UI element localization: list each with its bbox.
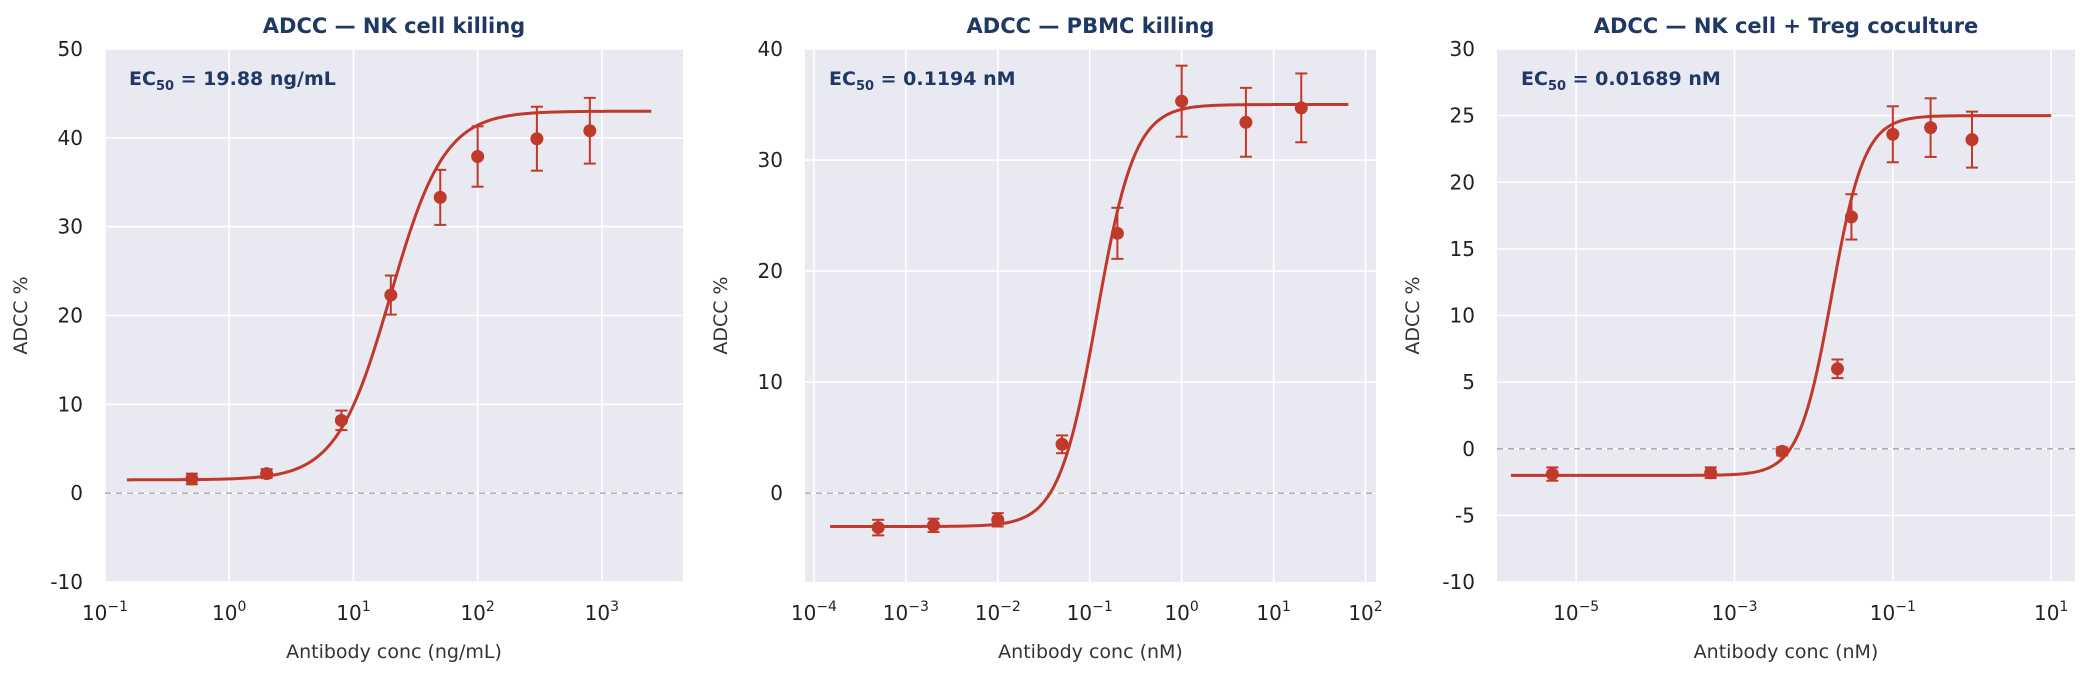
y-tick-label: 10 (58, 392, 83, 416)
x-axis-label: Antibody conc (ng/mL) (286, 641, 502, 663)
data-point (1294, 101, 1308, 115)
y-tick-label: 15 (1450, 237, 1475, 261)
chart-panel-1: -10 0 10 20 30 40 50 10−1 100 101 102 103 ADCC — NK … (10, 14, 683, 663)
x-tick-label: 101 (1256, 599, 1290, 625)
chart-title: ADCC — PBMC killing (967, 14, 1215, 38)
data-point (384, 288, 398, 302)
y-tick-label: 30 (58, 215, 83, 239)
y-tick-label: 0 (770, 481, 783, 505)
ec50-annotation: EC50 = 0.01689 nM (1521, 68, 1721, 94)
y-tick-label: 40 (758, 37, 783, 61)
data-point (530, 132, 544, 146)
x-tick-label: 102 (1348, 599, 1382, 625)
y-axis-label: ADCC % (710, 276, 732, 354)
y-tick-label: 40 (58, 126, 83, 150)
x-tick-label: 10−2 (975, 599, 1021, 625)
data-point (927, 518, 941, 532)
fitted-curve (830, 103, 1349, 528)
chart-panel-3: -10 -5 0 5 10 15 20 25 30 10−5 10−3 10−1 101 ADCC — N… (1402, 14, 2075, 663)
y-tick-label: 20 (758, 259, 783, 283)
x-tick-label: 10−1 (82, 599, 128, 625)
data-point (1830, 362, 1844, 376)
data-point (334, 413, 348, 427)
y-tick-label: 5 (1462, 370, 1475, 394)
y-tick-label: 25 (1450, 104, 1475, 128)
chart-title: ADCC — NK cell killing (263, 14, 525, 38)
data-point (1775, 444, 1789, 458)
chart-title: ADCC — NK cell + Treg coculture (1594, 14, 1979, 38)
y-axis-label: ADCC % (10, 276, 32, 354)
data-point (871, 521, 885, 535)
y-tick-label: -5 (1455, 503, 1475, 527)
data-point (583, 124, 597, 138)
data-point (185, 472, 199, 486)
x-tick-label: 10−3 (883, 599, 929, 625)
y-tick-label: 0 (70, 481, 83, 505)
ec50-annotation: EC50 = 19.88 ng/mL (129, 68, 336, 94)
data-point (1175, 94, 1189, 108)
chart-panel-2: 0 10 20 30 40 10−4 10−3 10−2 10−1 100 101 102 ADCC —… (710, 14, 1383, 663)
x-tick-label: 101 (2034, 599, 2068, 625)
y-tick-label: -10 (50, 570, 83, 594)
x-tick-label: 10−1 (1067, 599, 1113, 625)
ec50-annotation: EC50 = 0.1194 nM (829, 68, 1016, 94)
data-point (1545, 467, 1559, 481)
data-point (1924, 121, 1938, 135)
x-tick-label: 100 (212, 599, 246, 625)
y-tick-label: 50 (58, 37, 83, 61)
data-point (1055, 437, 1069, 451)
x-tick-label: 103 (585, 599, 619, 625)
x-tick-label: 10−4 (791, 599, 837, 625)
y-tick-label: 20 (1450, 170, 1475, 194)
data-point (433, 190, 447, 204)
y-tick-label: 30 (758, 148, 783, 172)
y-axis-label: ADCC % (1402, 276, 1424, 354)
x-tick-label: 100 (1164, 599, 1198, 625)
y-tick-label: 20 (58, 304, 83, 328)
data-point (1844, 210, 1858, 224)
x-axis-label: Antibody conc (nM) (1694, 641, 1879, 663)
data-point (471, 149, 485, 163)
data-point (1110, 226, 1124, 240)
data-point (1965, 133, 1979, 147)
x-tick-label: 102 (460, 599, 494, 625)
data-point (991, 513, 1005, 527)
y-tick-label: 30 (1450, 37, 1475, 61)
data-point (1886, 127, 1900, 141)
y-tick-label: 0 (1462, 437, 1475, 461)
y-tick-label: 10 (1450, 304, 1475, 328)
data-point (260, 467, 274, 481)
y-tick-label: 10 (758, 370, 783, 394)
x-axis-label: Antibody conc (nM) (998, 641, 1183, 663)
x-tick-label: 101 (336, 599, 370, 625)
y-tick-label: -10 (1442, 570, 1475, 594)
data-point (1704, 466, 1718, 480)
x-tick-label: 10−1 (1870, 599, 1916, 625)
fitted-curve (1510, 114, 2052, 477)
data-point (1239, 115, 1253, 129)
x-tick-label: 10−3 (1711, 599, 1757, 625)
x-tick-label: 10−5 (1553, 599, 1599, 625)
